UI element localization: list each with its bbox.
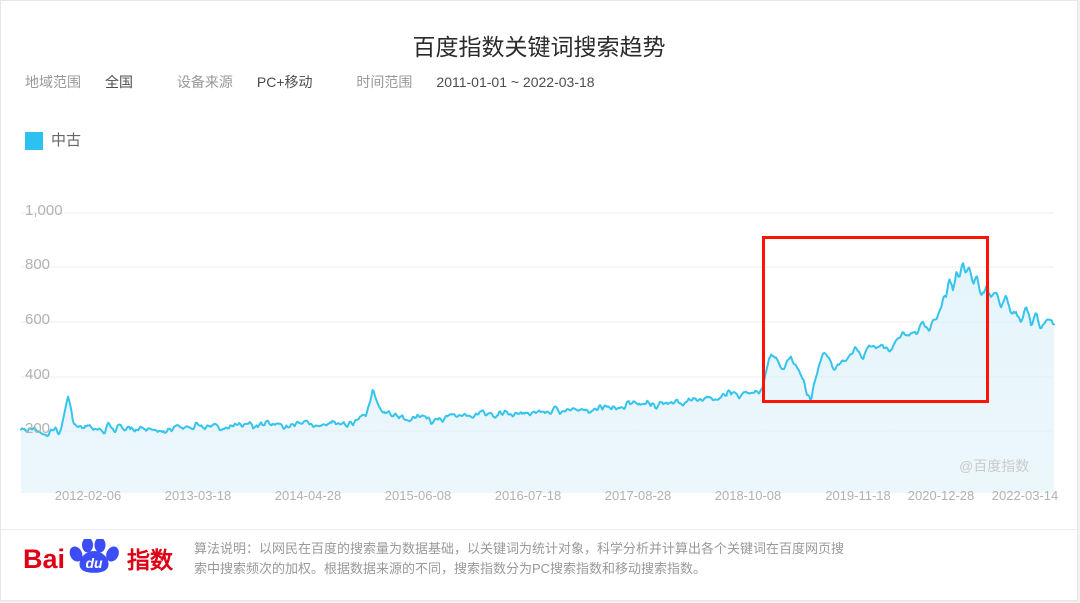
svg-text:指数: 指数	[127, 547, 173, 573]
svg-text:du: du	[85, 555, 103, 571]
svg-text:Bai: Bai	[23, 544, 65, 574]
